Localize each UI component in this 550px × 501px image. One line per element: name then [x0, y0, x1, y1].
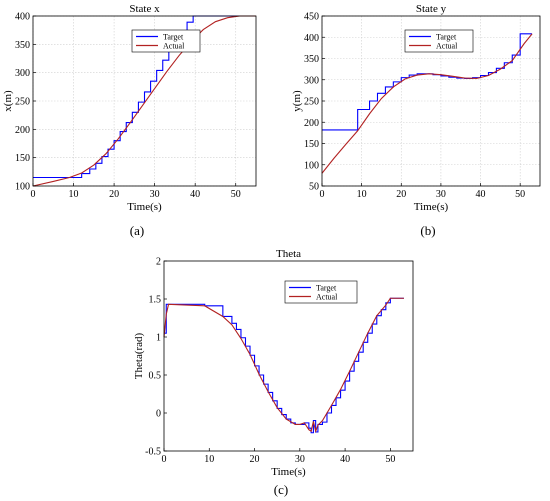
- legend-label-target: Target: [163, 32, 184, 41]
- y-tick-label: 100: [15, 182, 30, 193]
- legend-label-actual: Actual: [316, 292, 338, 301]
- panel-label: (b): [420, 223, 435, 238]
- y-tick-label: 250: [15, 97, 30, 108]
- x-tick-label: 10: [69, 189, 79, 200]
- legend-label-actual: Actual: [163, 41, 185, 50]
- y-tick-label: 100: [304, 160, 319, 171]
- x-tick-label: 50: [515, 189, 525, 200]
- legend-box: [284, 280, 358, 304]
- x-tick-label: 20: [109, 189, 119, 200]
- chart-1: 0 10 20 30 40 50 100 150 200 250 300 350 400 State x T…: [2, 3, 257, 238]
- chart-title: State x: [129, 3, 160, 15]
- y-tick-label: 150: [304, 139, 319, 150]
- x-tick-label: 50: [385, 454, 395, 465]
- x-tick-label: 50: [231, 189, 241, 200]
- y-tick-label: 50: [309, 182, 319, 193]
- y-tick-label: 1.5: [149, 295, 162, 306]
- y-axis-label: Theta(rad): [133, 332, 145, 379]
- x-axis-label: Time(s): [414, 201, 449, 213]
- panel-label: (c): [274, 482, 288, 497]
- y-tick-label: 200: [15, 125, 30, 136]
- y-axis-label: x(m): [2, 90, 14, 112]
- series-line-actual: [321, 33, 533, 174]
- chart-title: State y: [416, 3, 447, 15]
- legend-box: [404, 29, 474, 53]
- series-line-actual: [32, 15, 256, 187]
- x-tick-label: 30: [150, 189, 160, 200]
- y-tick-label: 0: [156, 409, 161, 420]
- legend-label-target: Target: [316, 283, 337, 292]
- series-line-target: [322, 33, 533, 131]
- x-tick-label: 20: [250, 454, 260, 465]
- y-tick-label: 400: [15, 12, 30, 23]
- x-tick-label: 10: [357, 189, 367, 200]
- y-tick-label: 400: [304, 33, 319, 44]
- y-tick-label: 1: [156, 333, 161, 344]
- x-tick-label: 20: [396, 189, 406, 200]
- x-tick-label: 30: [295, 454, 305, 465]
- y-tick-label: 2: [156, 257, 161, 268]
- y-tick-label: 250: [304, 97, 319, 108]
- series-line-target: [164, 297, 404, 434]
- y-tick-label: 350: [304, 54, 319, 65]
- y-tick-label: 450: [304, 12, 319, 23]
- chart-3: 0 10 20 30 40 50-0.500.511.52ThetaTime(s)Thet…: [133, 248, 414, 497]
- legend-label-target: Target: [436, 32, 457, 41]
- x-axis-label: Time(s): [271, 466, 306, 478]
- chart-2: 0 10 20 30 40 50 50 100 150 200 250 300 350 400 450 Sta…: [291, 3, 541, 238]
- y-tick-label: 200: [304, 118, 319, 129]
- x-tick-label: 40: [476, 189, 486, 200]
- x-tick-label: 10: [204, 454, 214, 465]
- axes-box: [163, 260, 414, 452]
- y-tick-label: 300: [15, 68, 30, 79]
- legend-label-actual: Actual: [436, 41, 458, 50]
- x-tick-label: 40: [190, 189, 200, 200]
- panel-label: (a): [130, 223, 144, 238]
- x-tick-label: 0: [320, 189, 325, 200]
- y-tick-label: 350: [15, 40, 30, 51]
- x-tick-label: 40: [340, 454, 350, 465]
- x-axis-label: Time(s): [127, 201, 162, 213]
- y-axis-label: y(m): [291, 90, 303, 112]
- chart-title: Theta: [276, 248, 301, 260]
- x-tick-label: 0: [162, 454, 167, 465]
- y-tick-label: 300: [304, 75, 319, 86]
- y-tick-label: -0.5: [145, 447, 161, 458]
- x-tick-label: 30: [436, 189, 446, 200]
- series-line-actual: [163, 297, 404, 434]
- x-tick-label: 0: [31, 189, 36, 200]
- legend-box: [131, 29, 201, 53]
- y-tick-label: 0.5: [149, 371, 162, 382]
- y-tick-label: 150: [15, 153, 30, 164]
